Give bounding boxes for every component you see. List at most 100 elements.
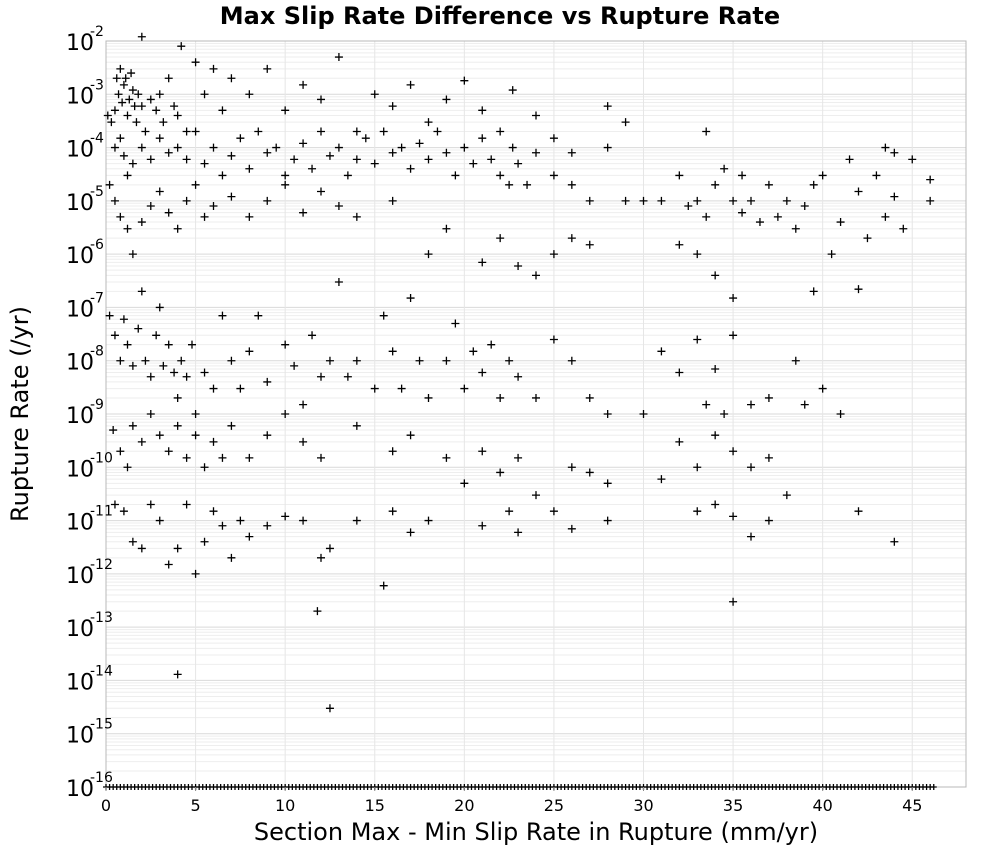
plot-area bbox=[103, 32, 967, 790]
data-point bbox=[110, 106, 119, 115]
data-point bbox=[496, 468, 505, 477]
data-point bbox=[567, 463, 576, 472]
data-point bbox=[675, 368, 684, 377]
data-point bbox=[299, 437, 308, 446]
data-point bbox=[159, 361, 168, 370]
data-point bbox=[191, 569, 200, 578]
data-point bbox=[478, 106, 487, 115]
data-point bbox=[451, 171, 460, 180]
data-point bbox=[146, 372, 155, 381]
floor-data-point bbox=[930, 784, 937, 790]
data-point bbox=[487, 340, 496, 349]
data-point bbox=[110, 143, 119, 152]
data-point bbox=[532, 491, 540, 500]
data-point bbox=[227, 421, 236, 430]
data-point bbox=[809, 287, 818, 296]
data-point bbox=[119, 507, 128, 516]
data-point bbox=[137, 218, 146, 227]
data-point bbox=[308, 164, 317, 173]
y-tick-label-base: 10 bbox=[66, 457, 94, 482]
data-point bbox=[424, 118, 433, 127]
data-point bbox=[782, 491, 791, 500]
data-point bbox=[585, 240, 594, 249]
data-point bbox=[675, 437, 684, 446]
data-point bbox=[702, 400, 711, 409]
data-point bbox=[281, 340, 290, 349]
data-point bbox=[791, 224, 800, 233]
data-point bbox=[478, 134, 487, 143]
data-point bbox=[406, 80, 415, 89]
data-point bbox=[155, 187, 164, 196]
data-point bbox=[125, 95, 134, 104]
data-point bbox=[155, 90, 164, 99]
data-point bbox=[809, 180, 818, 189]
data-point bbox=[603, 516, 612, 525]
data-point bbox=[585, 468, 594, 477]
data-point bbox=[424, 250, 433, 259]
data-point bbox=[890, 192, 899, 201]
data-point bbox=[128, 421, 137, 430]
data-point bbox=[191, 410, 200, 418]
data-point bbox=[281, 106, 290, 115]
data-point bbox=[567, 356, 576, 365]
data-point bbox=[200, 90, 209, 99]
data-point bbox=[764, 393, 773, 402]
data-point bbox=[128, 250, 137, 259]
data-point bbox=[105, 180, 114, 189]
data-point bbox=[146, 155, 155, 164]
data-point bbox=[281, 171, 290, 180]
data-point bbox=[123, 463, 132, 472]
data-point bbox=[424, 155, 433, 164]
data-point bbox=[155, 134, 164, 143]
data-point bbox=[155, 303, 164, 312]
data-point bbox=[218, 106, 227, 115]
y-tick-label-exponent: -9 bbox=[90, 397, 104, 413]
data-point bbox=[209, 202, 218, 211]
data-point bbox=[684, 202, 693, 211]
data-point bbox=[188, 340, 196, 349]
data-point bbox=[164, 208, 173, 217]
data-point bbox=[164, 74, 173, 83]
data-point bbox=[152, 331, 161, 340]
data-point bbox=[424, 516, 433, 525]
data-point bbox=[702, 127, 711, 136]
data-point bbox=[782, 196, 791, 205]
data-point bbox=[406, 431, 415, 440]
x-axis-label: Section Max - Min Slip Rate in Rupture (… bbox=[254, 818, 818, 846]
data-point bbox=[478, 368, 487, 377]
data-point bbox=[532, 148, 540, 157]
data-point bbox=[173, 111, 182, 120]
data-point bbox=[245, 532, 254, 541]
data-point bbox=[103, 111, 112, 120]
data-point bbox=[738, 171, 747, 180]
data-point bbox=[657, 475, 666, 484]
data-point bbox=[334, 278, 343, 287]
x-tick-label: 0 bbox=[101, 796, 111, 815]
y-tick-label-base: 10 bbox=[66, 617, 94, 642]
data-point bbox=[729, 196, 738, 205]
data-point bbox=[170, 102, 179, 111]
data-point bbox=[738, 208, 747, 217]
data-point bbox=[254, 311, 263, 320]
y-tick-label-base: 10 bbox=[66, 670, 94, 695]
data-point bbox=[164, 148, 173, 157]
y-tick-label-base: 10 bbox=[66, 297, 94, 322]
data-point bbox=[827, 250, 836, 259]
data-point bbox=[729, 597, 738, 606]
data-point bbox=[119, 151, 128, 160]
data-point bbox=[505, 180, 514, 189]
data-point bbox=[191, 58, 200, 67]
data-point bbox=[747, 532, 755, 541]
data-point bbox=[218, 171, 227, 180]
data-point bbox=[415, 139, 424, 148]
data-point bbox=[164, 447, 173, 456]
data-point bbox=[523, 180, 532, 189]
data-point bbox=[845, 155, 854, 164]
data-point bbox=[227, 192, 236, 201]
data-point bbox=[182, 453, 191, 462]
x-tick-label: 25 bbox=[544, 796, 564, 815]
data-point bbox=[388, 148, 397, 157]
data-point bbox=[711, 364, 720, 373]
data-point bbox=[317, 453, 325, 462]
